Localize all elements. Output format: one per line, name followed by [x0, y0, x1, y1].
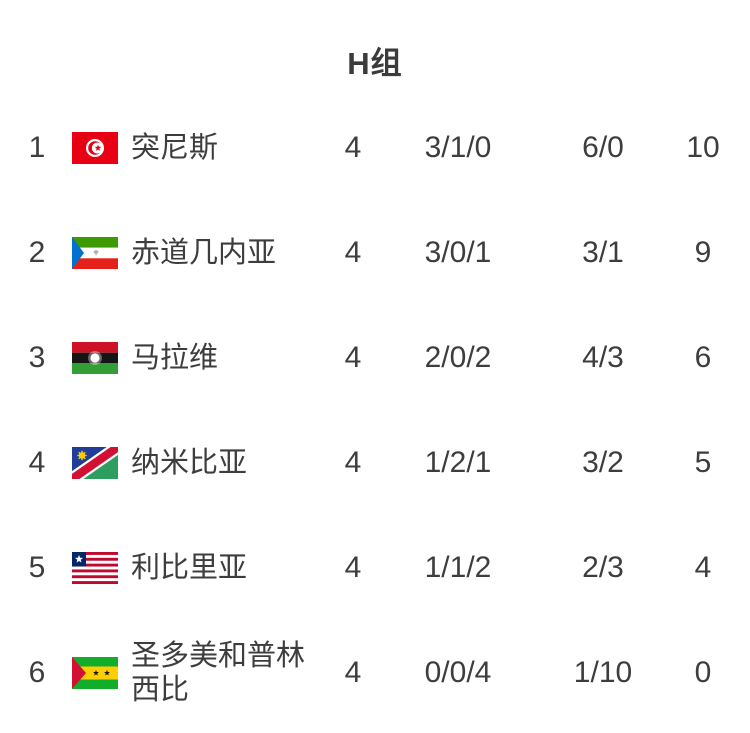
sao-tome-and-principe-flag-icon — [72, 656, 118, 689]
played-value: 4 — [344, 445, 362, 479]
team-name: 马拉维 — [131, 341, 219, 374]
team-name: 利比里亚 — [131, 551, 248, 584]
points-value: 10 — [686, 130, 720, 164]
team-name: 纳米比亚 — [131, 446, 248, 479]
win-draw-loss-value: 1/2/1 — [424, 445, 492, 479]
malawi-flag-icon — [72, 341, 118, 374]
team-row[interactable]: 2 赤道几内亚 4 3/0/1 3/1 9 — [22, 200, 728, 305]
rank-label: 6 — [28, 655, 46, 689]
win-draw-loss-value: 0/0/4 — [424, 655, 492, 689]
team-row[interactable]: 4 纳米比亚 4 1/2/1 — [22, 410, 728, 515]
group-title: H组 — [347, 46, 403, 81]
team-name: 圣多美和普林西比 — [131, 639, 306, 706]
rank-label: 5 — [28, 550, 46, 584]
win-draw-loss-value: 2/0/2 — [424, 340, 492, 374]
equatorial-guinea-flag-icon — [72, 236, 118, 269]
tunisia-flag-icon — [72, 131, 118, 164]
rank-label: 3 — [28, 340, 46, 374]
rank-label: 4 — [28, 445, 46, 479]
points-value: 6 — [694, 340, 712, 374]
team-row[interactable]: 6 圣多美和普林西比 4 0/0/4 1/10 0 — [22, 620, 728, 725]
goals-value: 3/2 — [582, 445, 624, 479]
played-value: 4 — [344, 130, 362, 164]
played-value: 4 — [344, 655, 362, 689]
points-value: 9 — [694, 235, 712, 269]
win-draw-loss-value: 3/1/0 — [424, 130, 492, 164]
team-row[interactable]: 1 突尼斯 4 3/1/0 6/0 10 — [22, 95, 728, 200]
win-draw-loss-value: 1/1/2 — [424, 550, 492, 584]
goals-value: 6/0 — [582, 130, 624, 164]
win-draw-loss-value: 3/0/1 — [424, 235, 492, 269]
team-name: 赤道几内亚 — [131, 236, 277, 269]
namibia-flag-icon — [72, 446, 118, 479]
points-value: 0 — [694, 655, 712, 689]
points-value: 4 — [694, 550, 712, 584]
rank-label: 1 — [28, 130, 46, 164]
goals-value: 4/3 — [582, 340, 624, 374]
goals-value: 3/1 — [582, 235, 624, 269]
team-name: 突尼斯 — [131, 131, 219, 164]
goals-value: 2/3 — [582, 550, 624, 584]
played-value: 4 — [344, 550, 362, 584]
team-row[interactable]: 3 马拉维 4 2/0/2 4/3 6 — [22, 305, 728, 410]
team-row[interactable]: 5 利比里亚 4 1/1/ — [22, 515, 728, 620]
played-value: 4 — [344, 340, 362, 374]
points-value: 5 — [694, 445, 712, 479]
liberia-flag-icon — [72, 551, 118, 584]
goals-value: 1/10 — [573, 655, 633, 689]
played-value: 4 — [344, 235, 362, 269]
standings-table: 1 突尼斯 4 3/1/0 6/0 10 2 — [0, 95, 750, 725]
rank-label: 2 — [28, 235, 46, 269]
